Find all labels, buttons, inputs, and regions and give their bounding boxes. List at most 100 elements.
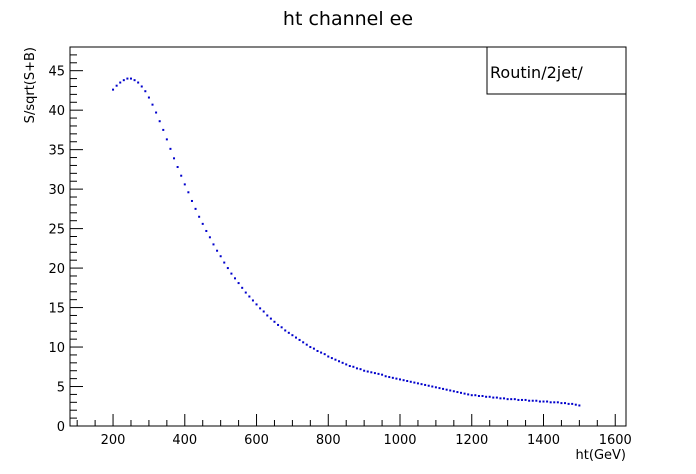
data-point <box>241 286 244 289</box>
data-point <box>280 326 283 329</box>
y-tick-label: 15 <box>48 302 65 317</box>
data-point <box>503 397 506 400</box>
data-point <box>284 329 287 332</box>
data-point <box>399 378 402 381</box>
data-point <box>162 128 165 131</box>
data-point <box>273 320 276 323</box>
data-point <box>391 376 394 379</box>
data-point <box>255 303 258 306</box>
data-point <box>230 272 233 275</box>
data-point <box>373 372 376 375</box>
data-point <box>578 404 581 407</box>
data-point <box>165 138 168 141</box>
data-point <box>294 336 297 339</box>
data-point <box>287 331 290 334</box>
chart-title: ht channel ee <box>283 8 413 30</box>
data-point <box>158 120 161 123</box>
data-point <box>226 267 229 270</box>
data-point <box>327 355 330 358</box>
data-point <box>449 389 452 392</box>
data-point <box>155 111 158 114</box>
y-tick-label: 35 <box>48 144 65 159</box>
data-point <box>499 397 502 400</box>
data-point <box>122 79 125 82</box>
legend-box <box>486 46 627 95</box>
data-point <box>506 398 509 401</box>
legend: Routin/2jet/ <box>486 46 627 95</box>
data-point <box>176 166 179 169</box>
data-point <box>348 364 351 367</box>
x-tick-label: 1000 <box>383 433 416 448</box>
data-point <box>147 96 150 99</box>
data-point <box>205 229 208 232</box>
data-point <box>359 368 362 371</box>
data-point <box>542 400 545 403</box>
data-point <box>459 391 462 394</box>
data-point <box>126 77 129 80</box>
data-point <box>338 360 341 363</box>
data-point <box>316 349 319 352</box>
data-point <box>115 84 118 87</box>
data-point <box>180 174 183 177</box>
x-tick-label: 1600 <box>599 433 632 448</box>
data-point <box>323 353 326 356</box>
data-point <box>406 379 409 382</box>
data-point <box>485 395 488 398</box>
data-point <box>549 401 552 404</box>
data-point <box>463 392 466 395</box>
data-point <box>416 382 419 385</box>
data-point <box>474 394 477 397</box>
data-point <box>259 307 262 310</box>
data-point <box>119 81 122 84</box>
data-point <box>431 385 434 388</box>
data-point <box>377 372 380 375</box>
data-point <box>137 81 140 84</box>
x-axis-title: ht(GeV) <box>576 448 626 463</box>
data-point <box>434 386 437 389</box>
data-point <box>370 371 373 374</box>
data-point <box>395 377 398 380</box>
x-tick-label: 800 <box>316 433 341 448</box>
data-point <box>262 310 265 313</box>
y-tick-label: 45 <box>48 65 65 80</box>
data-point <box>133 79 136 82</box>
data-point <box>244 291 247 294</box>
data-point <box>546 400 549 403</box>
data-point <box>366 370 369 373</box>
x-tick-label: 1400 <box>527 433 560 448</box>
data-point <box>151 103 154 106</box>
data-point <box>112 88 115 91</box>
data-point <box>567 402 570 405</box>
x-tick-label: 600 <box>244 433 269 448</box>
data-point <box>442 387 445 390</box>
data-point <box>384 375 387 378</box>
data-point <box>194 207 197 210</box>
y-tick-label: 0 <box>57 420 65 435</box>
data-point <box>524 398 527 401</box>
data-point <box>535 399 538 402</box>
y-axis-title: S/sqrt(S+B) <box>23 47 38 123</box>
y-tick-label: 40 <box>48 104 65 119</box>
data-point <box>420 383 423 386</box>
data-point <box>237 282 240 285</box>
data-point <box>513 398 516 401</box>
data-point <box>574 403 577 406</box>
data-point <box>520 398 523 401</box>
data-point <box>248 295 251 298</box>
data-point <box>517 398 520 401</box>
data-point <box>201 222 204 225</box>
data-point <box>402 379 405 382</box>
data-point <box>409 380 412 383</box>
data-point <box>564 402 567 405</box>
data-point <box>363 369 366 372</box>
data-point <box>140 85 143 88</box>
data-point <box>531 399 534 402</box>
data-point <box>144 90 147 93</box>
data-point <box>553 401 556 404</box>
data-point <box>312 347 315 350</box>
data-point <box>445 388 448 391</box>
data-point <box>467 393 470 396</box>
data-point <box>334 358 337 361</box>
data-point <box>470 394 473 397</box>
data-point <box>438 387 441 390</box>
